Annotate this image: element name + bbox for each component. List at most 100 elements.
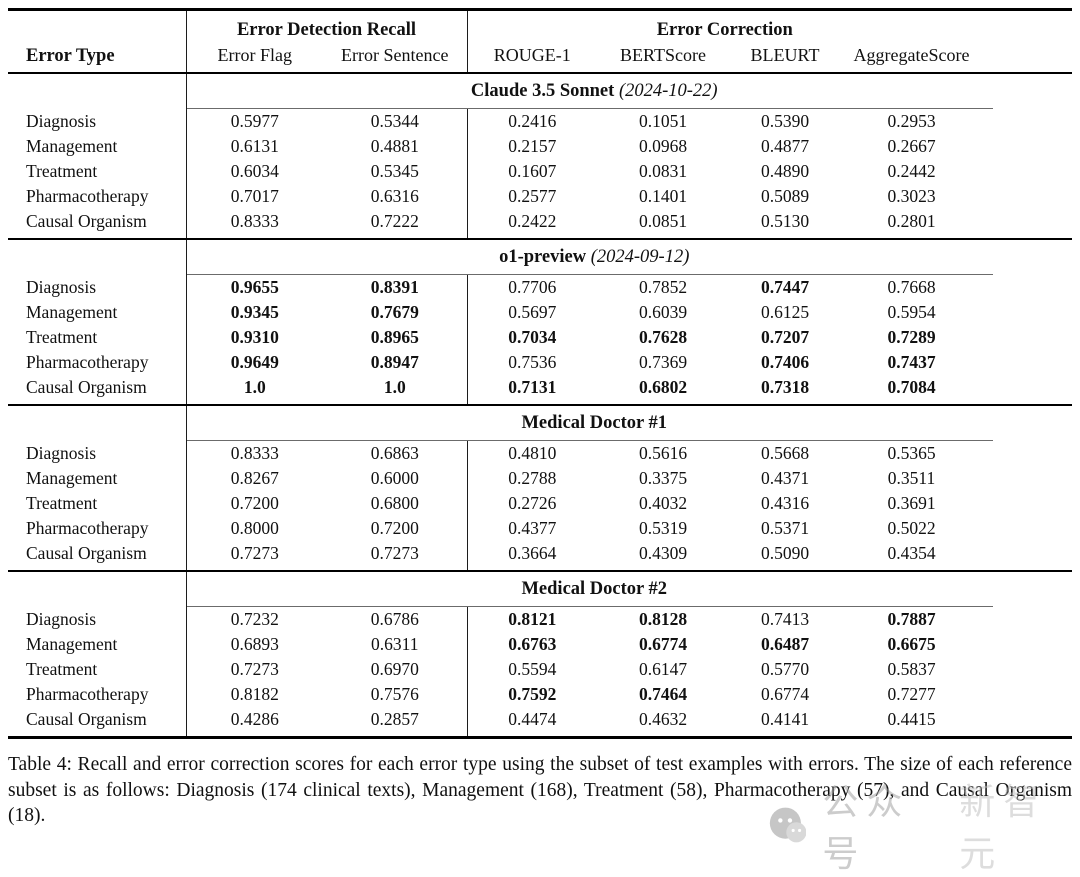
score-cell: 0.2788 xyxy=(466,466,597,491)
table-row: Pharmacotherapy 0.7017 0.6316 0.2577 0.1401 0… xyxy=(8,184,1072,209)
score-cell: 0.5345 xyxy=(370,161,419,181)
column-header-error-flag: Error Flag xyxy=(185,42,323,73)
score-cell: 0.4377 xyxy=(466,516,597,541)
score-cell: 0.7273 xyxy=(185,541,323,571)
score-cell: 0.2442 xyxy=(887,161,936,181)
table-row: Causal Organism 1.0 1.0 0.7131 0.6802 0.7318 0… xyxy=(8,375,1072,405)
score-cell: 0.2667 xyxy=(887,136,936,156)
section-header-spacer xyxy=(8,72,186,109)
score-cell: 0.7706 xyxy=(466,275,597,300)
score-cell: 0.7222 xyxy=(370,211,419,231)
score-cell: 0.8267 xyxy=(185,466,323,491)
error-type-label: Causal Organism xyxy=(26,211,147,231)
error-type-label: Management xyxy=(26,302,118,322)
score-cell: 0.5616 xyxy=(638,443,688,463)
score-cell: 0.6000 xyxy=(370,468,419,488)
score-cell: 0.7273 xyxy=(370,543,419,563)
score-cell: 0.7437 xyxy=(887,352,936,372)
error-type-label: Diagnosis xyxy=(26,609,96,629)
score-cell: 0.7232 xyxy=(185,607,323,632)
model-name: o1-preview xyxy=(499,247,587,267)
column-header-error-sentence: Error Sentence xyxy=(341,45,449,65)
score-cell: 0.4877 xyxy=(760,136,810,156)
score-cell: 0.6316 xyxy=(370,186,419,206)
score-cell: 0.7318 xyxy=(760,377,810,397)
score-cell: 0.7273 xyxy=(185,657,323,682)
score-cell: 0.8965 xyxy=(370,327,419,347)
score-cell: 0.5365 xyxy=(887,443,936,463)
column-header-bleurt: BLEURT xyxy=(750,45,820,65)
score-cell: 0.8333 xyxy=(185,209,323,239)
score-cell: 0.3375 xyxy=(638,468,688,488)
score-cell: 0.1401 xyxy=(638,186,688,206)
score-cell: 0.8000 xyxy=(185,516,323,541)
error-type-label: Causal Organism xyxy=(26,543,147,563)
score-cell: 0.5371 xyxy=(760,518,810,538)
score-cell: 0.7447 xyxy=(760,277,810,297)
score-cell: 0.7413 xyxy=(760,609,810,629)
error-type-label: Pharmacotherapy xyxy=(26,352,149,372)
error-type-label: Management xyxy=(26,468,118,488)
section-header-row: o1-preview (2024-09-12) xyxy=(8,238,1073,276)
score-cell: 0.3664 xyxy=(466,541,597,571)
score-cell: 0.5390 xyxy=(760,111,810,131)
score-cell: 0.5668 xyxy=(760,443,810,463)
score-cell: 0.6802 xyxy=(638,377,688,397)
error-type-label: Diagnosis xyxy=(26,443,96,463)
section-header-spacer xyxy=(8,238,186,275)
error-type-label: Diagnosis xyxy=(26,111,96,131)
corner-spacer xyxy=(8,10,186,43)
score-cell: 0.3691 xyxy=(887,493,936,513)
table-row: Management 0.8267 0.6000 0.2788 0.3375 0.4371… xyxy=(8,466,1072,491)
score-cell: 0.4032 xyxy=(638,493,688,513)
section-header-row: Medical Doctor #2 xyxy=(8,570,1073,608)
score-cell: 0.6970 xyxy=(370,659,419,679)
score-cell: 0.6147 xyxy=(638,659,688,679)
column-header-rouge1: ROUGE-1 xyxy=(466,42,597,73)
score-cell: 0.7034 xyxy=(466,325,597,350)
table-row: Causal Organism 0.7273 0.7273 0.3664 0.4309 0… xyxy=(8,541,1072,571)
section-header-row: Medical Doctor #1 xyxy=(8,404,1073,442)
table-caption: Table 4: Recall and error correction sco… xyxy=(8,754,1072,826)
error-type-label: Treatment xyxy=(26,327,98,347)
score-cell: 0.5837 xyxy=(887,659,936,679)
score-cell: 0.7084 xyxy=(887,377,936,397)
score-cell: 0.8128 xyxy=(638,609,688,629)
table-row: Pharmacotherapy 0.8000 0.7200 0.4377 0.5319 0… xyxy=(8,516,1072,541)
model-name: Claude 3.5 Sonnet xyxy=(470,81,615,101)
table-row: Treatment 0.7200 0.6800 0.2726 0.4032 0.4316 0… xyxy=(8,491,1072,516)
score-cell: 0.8121 xyxy=(466,607,597,632)
error-type-label: Causal Organism xyxy=(26,709,147,729)
table-row: Diagnosis 0.8333 0.6863 0.4810 0.5616 0.5668 0… xyxy=(8,441,1072,466)
score-cell: 0.5594 xyxy=(466,657,597,682)
score-cell: 0.4810 xyxy=(466,441,597,466)
results-table: Error Detection Recall Error Correction … xyxy=(8,8,1073,739)
score-cell: 0.5319 xyxy=(638,518,688,538)
table-row: Management 0.9345 0.7679 0.5697 0.6039 0.6125… xyxy=(8,300,1072,325)
table-row: Treatment 0.6034 0.5345 0.1607 0.0831 0.4890 0… xyxy=(8,159,1072,184)
score-cell: 0.7679 xyxy=(370,302,419,322)
score-cell: 0.2857 xyxy=(370,709,419,729)
score-cell: 0.6763 xyxy=(466,632,597,657)
table-row: Causal Organism 0.8333 0.7222 0.2422 0.0851 0… xyxy=(8,209,1072,239)
score-cell: 0.6786 xyxy=(370,609,419,629)
score-cell: 0.7406 xyxy=(760,352,810,372)
score-cell: 0.4474 xyxy=(466,707,597,738)
section-header-spacer xyxy=(8,570,186,607)
score-cell: 0.6800 xyxy=(370,493,419,513)
group-header-correction: Error Correction xyxy=(466,9,1073,42)
score-cell: 0.3023 xyxy=(887,186,936,206)
score-cell: 0.8391 xyxy=(370,277,419,297)
score-cell: 0.7017 xyxy=(185,184,323,209)
score-cell: 0.7131 xyxy=(466,375,597,405)
error-type-label: Treatment xyxy=(26,659,98,679)
score-cell: 0.1607 xyxy=(466,159,597,184)
score-cell: 0.2577 xyxy=(466,184,597,209)
score-cell: 0.7628 xyxy=(638,327,688,347)
model-name: Medical Doctor #2 xyxy=(521,579,668,599)
score-cell: 0.7277 xyxy=(887,684,936,704)
error-type-label: Causal Organism xyxy=(26,377,147,397)
score-cell: 0.2953 xyxy=(887,111,936,131)
score-cell: 0.4316 xyxy=(760,493,810,513)
score-cell: 0.5954 xyxy=(887,302,936,322)
